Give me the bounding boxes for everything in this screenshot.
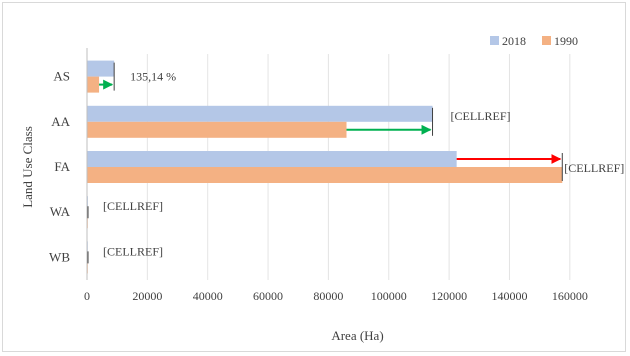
legend-swatch-1990 — [542, 36, 551, 45]
x-tick-label: 40000 — [193, 289, 223, 303]
bar-2018-AA — [87, 105, 433, 122]
x-tick-label: 0 — [84, 289, 90, 303]
legend-swatch-2018 — [490, 36, 499, 45]
legend-label-2018: 2018 — [502, 34, 526, 48]
bar-1990-AS — [87, 76, 100, 93]
x-tick-label: 160000 — [552, 289, 588, 303]
annotation-label: [CELLREF] — [103, 244, 163, 258]
x-tick-label: 60000 — [253, 289, 283, 303]
x-tick-label: 140000 — [491, 289, 527, 303]
x-axis-title: Area (Ha) — [331, 328, 383, 343]
legend-label-1990: 1990 — [554, 34, 578, 48]
y-tick-label: FA — [54, 159, 70, 174]
bar-2018-FA — [87, 151, 457, 167]
bar-1990-FA — [87, 167, 563, 183]
x-tick-label: 120000 — [431, 289, 467, 303]
y-tick-label: WA — [50, 204, 71, 219]
annotation-label: [CELLREF] — [564, 161, 624, 175]
x-tick-label: 20000 — [132, 289, 162, 303]
y-tick-label: AS — [53, 69, 70, 84]
y-axis-title: Land Use Class — [20, 126, 35, 208]
annotation-label: [CELLREF] — [451, 109, 511, 123]
x-tick-label: 80000 — [313, 289, 343, 303]
annotation-label: 135,14 % — [130, 70, 176, 84]
y-tick-label: AA — [51, 114, 70, 129]
annotation-label: [CELLREF] — [103, 199, 163, 213]
x-tick-label: 100000 — [371, 289, 407, 303]
bar-2018-AS — [87, 60, 115, 77]
bar-1990-AA — [87, 121, 347, 138]
y-tick-label: WB — [49, 249, 70, 264]
